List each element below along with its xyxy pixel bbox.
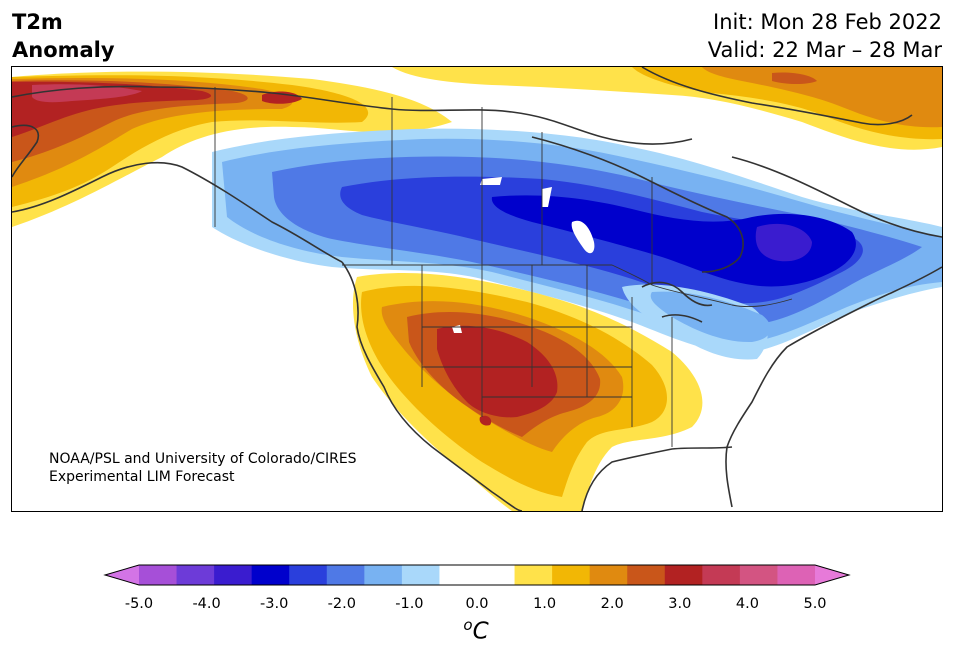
colorbar-tick-label: -5.0 <box>124 596 154 612</box>
colorbar-tick-label: -4.0 <box>192 596 221 612</box>
colorbar-segment <box>514 565 553 585</box>
colorbar-tick-label: 0.0 <box>465 596 489 612</box>
map-title: T2m Anomaly <box>12 8 115 64</box>
colorbar-ticks: -5.0 -4.0 -3.0 -2.0 -1.0 0.0 1.0 2.0 3.0 4.0 5.0 <box>0 596 953 616</box>
greenland-coast <box>641 67 913 126</box>
colorbar-segment <box>289 565 328 585</box>
colorbar-segment <box>251 565 290 585</box>
borders <box>214 87 793 447</box>
labrador-coast <box>731 156 942 238</box>
colorbar-segment <box>139 565 178 585</box>
greenland-warm-orange <box>702 67 942 128</box>
colorbar-segment <box>664 565 703 585</box>
unit-letter: C <box>472 618 489 645</box>
hudson-bay-coast <box>531 136 744 273</box>
cold-navy <box>491 195 856 287</box>
colorbar-segment <box>627 565 666 585</box>
colorbar-segment <box>214 565 253 585</box>
title-variable: T2m <box>12 10 63 34</box>
sw-warm-red <box>437 325 558 418</box>
colorbar-segment <box>777 565 816 585</box>
cold-deep-core <box>755 223 812 262</box>
map-canvas <box>12 67 942 511</box>
alaska-warm-magenta <box>32 84 142 103</box>
colorbar-tick-label: 5.0 <box>803 596 827 612</box>
colorbar-segment <box>439 565 478 585</box>
anomaly-map: NOAA/PSL and University of Colorado/CIRE… <box>11 66 943 512</box>
us-canada-border <box>342 264 793 308</box>
colorbar-tick-label: 3.0 <box>668 596 692 612</box>
colorbar-extend-high <box>815 565 849 585</box>
colorbar-segment <box>477 565 516 585</box>
ne-cold-medblue <box>650 291 771 343</box>
credit-line2: Experimental LIM Forecast <box>49 469 235 485</box>
coastlines <box>12 67 942 511</box>
colorbar <box>103 564 851 586</box>
title-subtitle: Anomaly <box>12 38 115 62</box>
alaska-coast <box>12 85 343 263</box>
credit-text: NOAA/PSL and University of Colorado/CIRE… <box>49 450 357 486</box>
west-coast <box>341 261 523 511</box>
greenland-warm-rust <box>772 72 817 84</box>
colorbar-segment <box>739 565 778 585</box>
colorbar-segment <box>702 565 741 585</box>
colorbar-tick-label: -3.0 <box>260 596 289 612</box>
valid-date-range: Valid: 22 Mar – 28 Mar <box>707 38 942 62</box>
forecast-dates: Init: Mon 28 Feb 2022 Valid: 22 Mar – 28… <box>708 8 942 64</box>
colorbar-segment <box>401 565 440 585</box>
colorbar-tick-label: 4.0 <box>735 596 759 612</box>
colorbar-segment <box>326 565 365 585</box>
colorbar-tick-label: 1.0 <box>533 596 557 612</box>
colorbar-tick-label: -1.0 <box>395 596 424 612</box>
init-date: Init: Mon 28 Feb 2022 <box>713 10 942 34</box>
colorbar-tick-label: 2.0 <box>600 596 624 612</box>
colorbar-segment <box>589 565 628 585</box>
sw-warm-red-spot <box>479 415 492 426</box>
colorbar-extend-low <box>105 565 139 585</box>
colorbar-segment <box>364 565 403 585</box>
lake2-blank <box>542 187 552 207</box>
unit-degree-symbol: o <box>463 616 473 634</box>
colorbar-segment <box>552 565 591 585</box>
state-lines <box>421 265 673 447</box>
colorbar-tick-label: -2.0 <box>327 596 356 612</box>
hudson-bay-blank <box>480 177 502 185</box>
colorbar-segment <box>176 565 215 585</box>
province-lines <box>391 97 653 285</box>
credit-line1: NOAA/PSL and University of Colorado/CIRE… <box>49 451 357 467</box>
great-lakes <box>641 281 713 323</box>
gulf-coast <box>581 446 733 511</box>
colorbar-outline <box>103 564 851 586</box>
lake-blank <box>571 220 595 254</box>
arctic-coast <box>271 92 693 145</box>
colorbar-unit: oC <box>463 616 488 645</box>
